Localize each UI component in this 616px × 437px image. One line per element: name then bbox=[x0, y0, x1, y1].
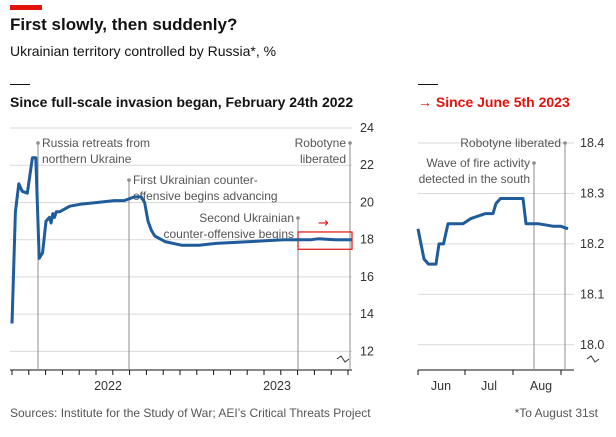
right-y-tick-label: 18.0 bbox=[580, 338, 604, 352]
left-section-rule bbox=[10, 84, 30, 85]
right-x-label-jul: Jul bbox=[481, 379, 497, 393]
highlight-arrow-icon: → bbox=[318, 216, 329, 231]
annotation-russia-retreats-line2: northern Ukraine bbox=[42, 152, 132, 166]
left-annotation-dot bbox=[296, 216, 300, 220]
annotation-wave-of-fire-line2: detected in the south bbox=[419, 172, 530, 186]
footnote: *To August 31st bbox=[514, 406, 598, 420]
chart-title: First slowly, then suddenly? bbox=[10, 15, 238, 34]
chart-subtitle: Ukrainian territory controlled by Russia… bbox=[10, 43, 277, 59]
left-annotation-dot bbox=[36, 141, 40, 145]
left-x-ticks bbox=[11, 370, 349, 375]
annotation-russia-retreats-line1: Russia retreats from bbox=[42, 136, 150, 150]
left-y-tick-label: 14 bbox=[360, 307, 374, 321]
left-axis-break-icon bbox=[336, 355, 350, 363]
left-y-tick-label: 12 bbox=[360, 344, 374, 358]
left-chart: 24 22 20 18 16 14 12 2022 2023 Russia retreats… bbox=[10, 121, 374, 393]
right-annotation-dot bbox=[532, 161, 536, 165]
right-section-rule bbox=[418, 84, 438, 85]
left-y-tick-label: 20 bbox=[360, 195, 374, 209]
left-chart-title: Since full-scale invasion began, Februar… bbox=[10, 94, 354, 110]
left-x-label-2023: 2023 bbox=[263, 379, 291, 393]
annotation-second-counteroffensive-line1: Second Ukrainian bbox=[199, 211, 294, 225]
annotation-second-counteroffensive-line2: counter-offensive begins bbox=[163, 227, 294, 241]
right-y-tick-label: 18.2 bbox=[580, 237, 604, 251]
source-note: Sources: Institute for the Study of War;… bbox=[10, 406, 371, 420]
annotation-robotyne-line2: liberated bbox=[300, 152, 346, 166]
annotation-robotyne-line1: Robotyne bbox=[295, 136, 347, 150]
left-annotation-dot bbox=[348, 141, 352, 145]
annotation-wave-of-fire-line1: Wave of fire activity bbox=[426, 156, 530, 170]
right-series-line bbox=[416, 197, 569, 266]
left-series-line bbox=[10, 156, 352, 324]
right-y-tick-label: 18.3 bbox=[580, 186, 604, 200]
left-y-tick-label: 18 bbox=[360, 233, 374, 247]
right-axis-break-icon bbox=[586, 355, 600, 363]
annotation-first-counteroffensive-line2: offensive begins advancing bbox=[133, 189, 278, 203]
left-gridlines bbox=[10, 127, 352, 352]
accent-bar bbox=[10, 5, 42, 10]
left-annotation-dot bbox=[127, 178, 131, 182]
right-chart-title: → Since June 5th 2023 bbox=[418, 94, 570, 110]
right-y-ticks: 18.4 18.3 18.2 18.1 18.0 bbox=[580, 136, 604, 352]
left-y-tick-label: 24 bbox=[360, 121, 374, 135]
annotation-first-counteroffensive-line1: First Ukrainian counter- bbox=[133, 173, 258, 187]
right-chart: 18.4 18.3 18.2 18.1 18.0 Jun Jul Aug Wave of… bbox=[416, 136, 604, 393]
right-x-label-aug: Aug bbox=[530, 379, 552, 393]
right-x-label-jun: Jun bbox=[431, 379, 451, 393]
left-x-label-2022: 2022 bbox=[94, 379, 122, 393]
right-y-tick-label: 18.4 bbox=[580, 136, 604, 150]
right-annotation-dot bbox=[563, 141, 567, 145]
left-y-tick-label: 22 bbox=[360, 158, 374, 172]
left-y-ticks: 24 22 20 18 16 14 12 bbox=[360, 121, 374, 358]
right-y-tick-label: 18.1 bbox=[580, 287, 604, 301]
left-y-tick-label: 16 bbox=[360, 270, 374, 284]
right-x-ticks bbox=[417, 370, 562, 375]
right-annotations bbox=[532, 141, 567, 370]
annotation-robotyne-right: Robotyne liberated bbox=[460, 136, 561, 150]
